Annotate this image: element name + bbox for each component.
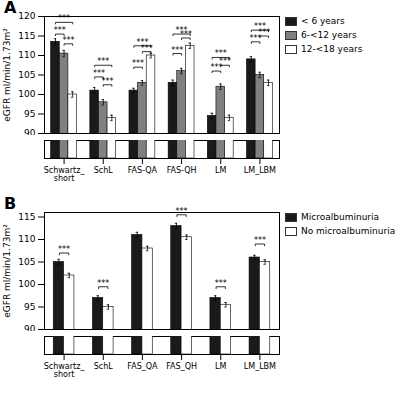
svg-text:SchL: SchL — [94, 166, 114, 175]
svg-text:***: *** — [132, 59, 144, 68]
svg-text:***: *** — [176, 207, 188, 216]
svg-text:95: 95 — [24, 109, 35, 119]
html-text:B: B — [4, 194, 17, 213]
svg-text:LM_LBM: LM_LBM — [244, 362, 276, 371]
svg-text:***: *** — [58, 14, 70, 23]
svg-text:***: *** — [215, 279, 227, 288]
svg-text:LM: LM — [215, 362, 226, 371]
svg-text:***: *** — [254, 22, 266, 31]
svg-text:FAS_QH: FAS_QH — [166, 362, 197, 371]
svg-text:***: *** — [176, 26, 188, 35]
svg-text:***: *** — [136, 38, 148, 47]
svg-text:***: *** — [171, 46, 183, 55]
svg-text:eGFR ml/min/1.73m²: eGFR ml/min/1.73m² — [2, 28, 12, 122]
svg-text:90: 90 — [24, 324, 36, 331]
svg-text:100: 100 — [18, 89, 35, 99]
html-text:< 6 years: < 6 years — [301, 16, 345, 26]
svg-text:105: 105 — [18, 70, 35, 80]
svg-text:***: *** — [54, 26, 66, 35]
svg-text:110: 110 — [18, 234, 35, 244]
svg-text:Schwartz_short: Schwartz_short — [44, 362, 86, 379]
svg-text:105: 105 — [18, 257, 35, 267]
svg-text:LM: LM — [215, 166, 226, 175]
svg-text:115: 115 — [18, 31, 35, 41]
svg-text:SchL: SchL — [94, 362, 114, 371]
svg-text:***: *** — [58, 245, 70, 254]
svg-text:95: 95 — [24, 302, 35, 312]
svg-text:***: *** — [102, 77, 114, 86]
svg-text:***: *** — [254, 236, 266, 245]
svg-text:Schwartz_short: Schwartz_short — [44, 166, 86, 183]
svg-text:FAS-QH: FAS-QH — [167, 166, 197, 175]
svg-text:***: *** — [62, 36, 74, 45]
svg-text:FAS-QA: FAS-QA — [128, 166, 158, 175]
svg-text:110: 110 — [18, 50, 35, 60]
svg-text:***: *** — [97, 279, 109, 288]
svg-text:***: *** — [219, 57, 231, 66]
html-text:No microalbuminuria: No microalbuminuria — [301, 226, 396, 236]
svg-text:100: 100 — [18, 279, 35, 289]
svg-text:90: 90 — [24, 128, 36, 135]
svg-text:115: 115 — [18, 212, 35, 222]
svg-text:120: 120 — [18, 11, 35, 21]
html-text:6-<12 years: 6-<12 years — [301, 30, 357, 40]
svg-text:***: *** — [215, 49, 227, 58]
html-text:Microalbuminuria: Microalbuminuria — [301, 212, 379, 222]
svg-text:LM_LBM: LM_LBM — [244, 166, 276, 175]
svg-text:***: *** — [97, 57, 109, 66]
svg-text:FAS_QA: FAS_QA — [127, 362, 158, 371]
svg-text:eGFR ml/min/1.73m²: eGFR ml/min/1.73m² — [2, 224, 12, 318]
html-text:12-<18 years: 12-<18 years — [301, 44, 363, 54]
